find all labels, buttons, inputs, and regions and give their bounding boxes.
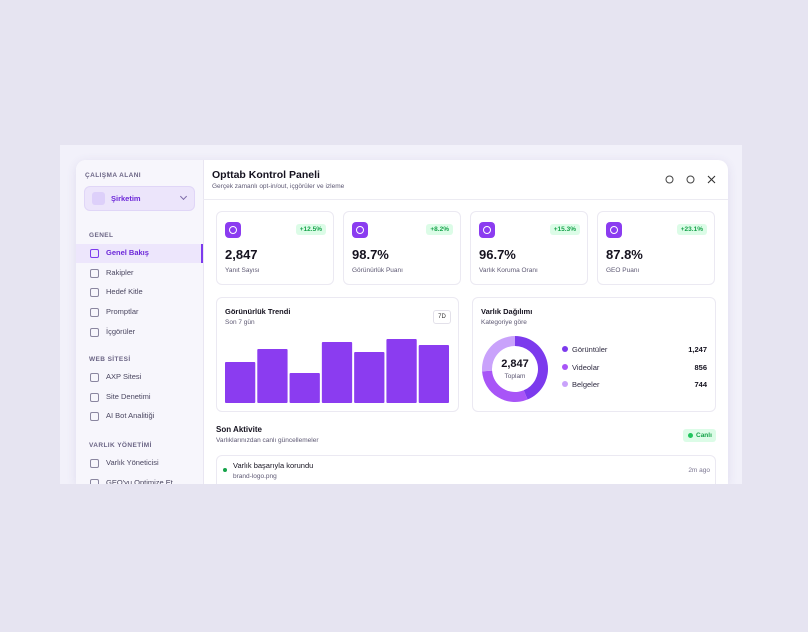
workspace-name: Şirketim <box>111 194 141 203</box>
donut-segment <box>482 336 515 372</box>
stat-icon-glyph <box>356 226 364 234</box>
nav-item[interactable]: Varlık Yöneticisi <box>106 458 159 467</box>
legend-label: Videolar <box>572 362 600 372</box>
nav-icon <box>90 288 99 298</box>
bar <box>225 362 256 403</box>
stat-icon-glyph <box>483 226 491 234</box>
donut-chart <box>482 336 548 402</box>
legend-label: Belgeler <box>572 380 600 389</box>
donut-segment <box>482 370 528 402</box>
icon <box>686 175 695 184</box>
donut-total: 2,847 <box>501 358 529 370</box>
chart-title: Varlık Dağılımı <box>481 307 533 316</box>
bar <box>418 345 449 403</box>
header-divider <box>203 199 728 200</box>
page-title: Opttab Kontrol Paneli <box>212 169 320 181</box>
stat-label: Yanıt Sayısı <box>225 267 260 274</box>
sidebar <box>76 160 204 484</box>
legend-dot <box>562 381 568 387</box>
crop <box>0 484 808 632</box>
header-icon-button[interactable] <box>665 175 674 184</box>
stat-value: 2,847 <box>225 247 258 262</box>
donut-segment <box>515 336 548 400</box>
chart-subtitle: Son 7 gün <box>225 319 255 326</box>
workspace-label: ÇALIŞMA ALANI <box>85 172 141 179</box>
activity-item-file: brand-logo.png <box>233 473 277 480</box>
nav-icon <box>90 249 99 258</box>
legend-value: 744 <box>694 380 707 389</box>
activity-title: Son Aktivite <box>216 425 262 434</box>
stat-label: Görünürlük Puanı <box>352 267 403 274</box>
range-button[interactable]: 7D <box>433 310 451 324</box>
bar <box>386 339 417 403</box>
workspace-icon <box>92 192 105 205</box>
legend-label: Görüntüler <box>572 345 608 354</box>
nav-item[interactable]: Genel Bakış <box>106 248 149 257</box>
activity-item-title: Varlık başarıyla korundu <box>233 461 314 470</box>
section-title: VARLIK YÖNETİMİ <box>89 442 152 449</box>
icon <box>665 175 674 184</box>
live-dot <box>688 433 693 438</box>
stat-value: 96.7% <box>479 247 516 262</box>
stat-card <box>597 211 715 285</box>
stat-change: +12.5% <box>295 224 326 235</box>
chart-subtitle: Kategoriye göre <box>481 319 527 326</box>
stat-change: +8.2% <box>426 224 453 235</box>
live-label: Canlı <box>696 432 712 439</box>
nav-item[interactable]: AI Bot Analitiği <box>106 411 155 421</box>
status-dot <box>223 468 227 472</box>
bar <box>257 349 288 403</box>
nav-icon <box>90 308 99 318</box>
nav-item[interactable]: Site Denetimi <box>106 391 151 401</box>
activity-subtitle: Varlıklarınızdan canlı güncellemeler <box>216 437 319 444</box>
stat-label: Varlık Koruma Oranı <box>479 267 538 274</box>
nav-icon <box>90 268 99 278</box>
nav-icon <box>90 412 99 422</box>
legend-value: 856 <box>694 362 707 372</box>
activity-item-time: 2m ago <box>688 467 710 474</box>
bar <box>321 342 353 403</box>
nav-item[interactable]: GEO'yu Optimize Et <box>106 477 173 487</box>
stat-icon-glyph <box>229 226 237 234</box>
nav-item[interactable]: Hedef Kitle <box>106 287 143 297</box>
close-icon <box>707 175 716 184</box>
stat-value: 98.7% <box>352 247 389 262</box>
bar <box>354 352 385 403</box>
legend-dot <box>562 346 568 352</box>
stat-icon-glyph <box>610 226 618 234</box>
stat-change: +23.1% <box>676 224 707 235</box>
stat-label: GEO Puanı <box>606 267 640 274</box>
donut-caption: Toplam <box>504 373 526 380</box>
nav-item[interactable]: AXP Sitesi <box>106 372 142 381</box>
header-icon-button[interactable] <box>686 175 695 184</box>
page-subtitle: Gerçek zamanlı opt-in/out, içgörüler ve … <box>212 183 345 190</box>
bar-chart <box>225 339 449 403</box>
nav-item[interactable]: Rakipler <box>106 267 134 277</box>
stat-change: +15.3% <box>549 224 580 235</box>
live-badge <box>683 429 716 442</box>
header-icon-button[interactable] <box>707 175 716 184</box>
nav-icon <box>90 459 99 468</box>
nav-icon <box>90 327 99 337</box>
stat-value: 87.8% <box>606 247 643 262</box>
nav-item[interactable]: İçgörüler <box>106 326 136 336</box>
section-title: GENEL <box>89 232 114 239</box>
nav-item[interactable]: Promptlar <box>106 307 139 317</box>
chart-title: Görünürlük Trendi <box>225 307 291 316</box>
legend-dot <box>562 363 568 370</box>
nav-active-bg <box>76 244 203 263</box>
bar <box>289 373 320 403</box>
nav-icon <box>90 392 99 402</box>
legend-value: 1,247 <box>688 345 707 354</box>
nav-icon <box>90 373 99 382</box>
section-title: WEB SİTESİ <box>89 356 131 363</box>
